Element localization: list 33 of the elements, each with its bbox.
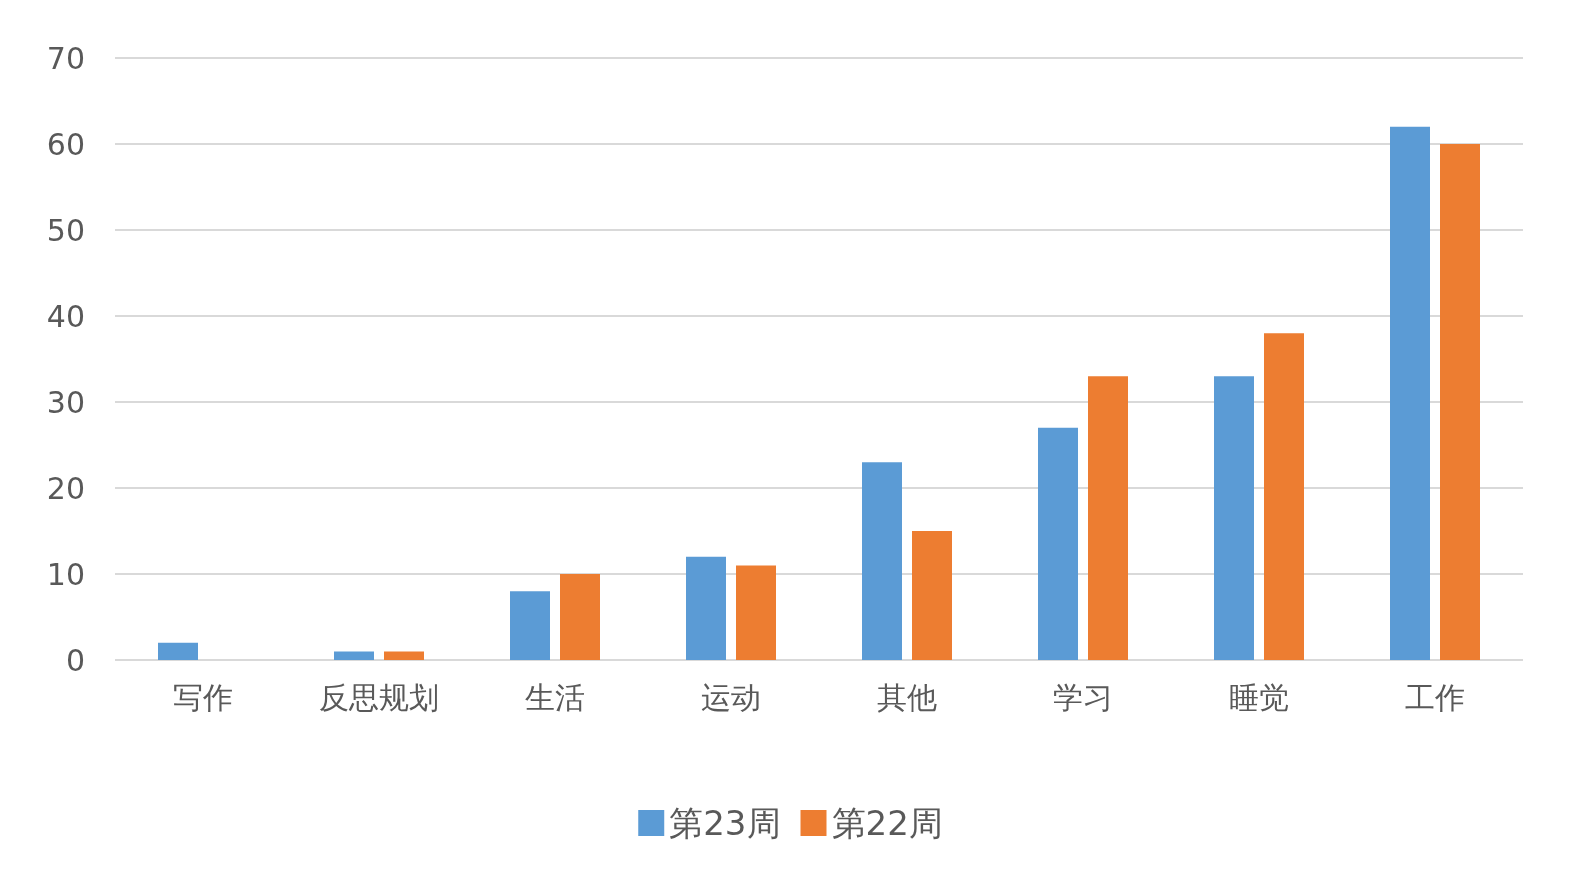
bar [912,531,952,660]
bar [1264,333,1304,660]
x-tick-label: 运动 [701,679,761,715]
bar [1440,144,1480,660]
y-tick-label: 60 [46,126,85,162]
bar [334,651,374,660]
bar [686,556,726,660]
legend-label: 第23周 [669,803,781,843]
bar [560,574,600,660]
y-tick-label: 50 [46,212,85,248]
x-tick-label: 其他 [877,679,937,715]
bar [384,651,424,660]
y-tick-label: 0 [65,642,85,678]
bar [862,462,902,660]
y-tick-label: 70 [46,40,85,76]
bar [510,591,550,660]
bar [736,565,776,660]
x-tick-label: 生活 [525,679,585,715]
bar [1214,376,1254,660]
y-tick-label: 10 [46,556,85,592]
y-tick-label: 40 [46,298,85,334]
x-tick-label: 写作 [173,679,233,715]
x-tick-label: 反思规划 [319,679,439,715]
x-tick-label: 工作 [1405,679,1465,715]
bar [1038,427,1078,660]
bar [1390,126,1430,660]
x-tick-label: 学习 [1053,679,1113,715]
y-tick-label: 30 [46,384,85,420]
legend-label: 第22周 [831,803,943,843]
x-tick-label: 睡觉 [1229,679,1289,715]
bar [158,642,198,660]
bar [1088,376,1128,660]
y-tick-label: 20 [46,470,85,506]
